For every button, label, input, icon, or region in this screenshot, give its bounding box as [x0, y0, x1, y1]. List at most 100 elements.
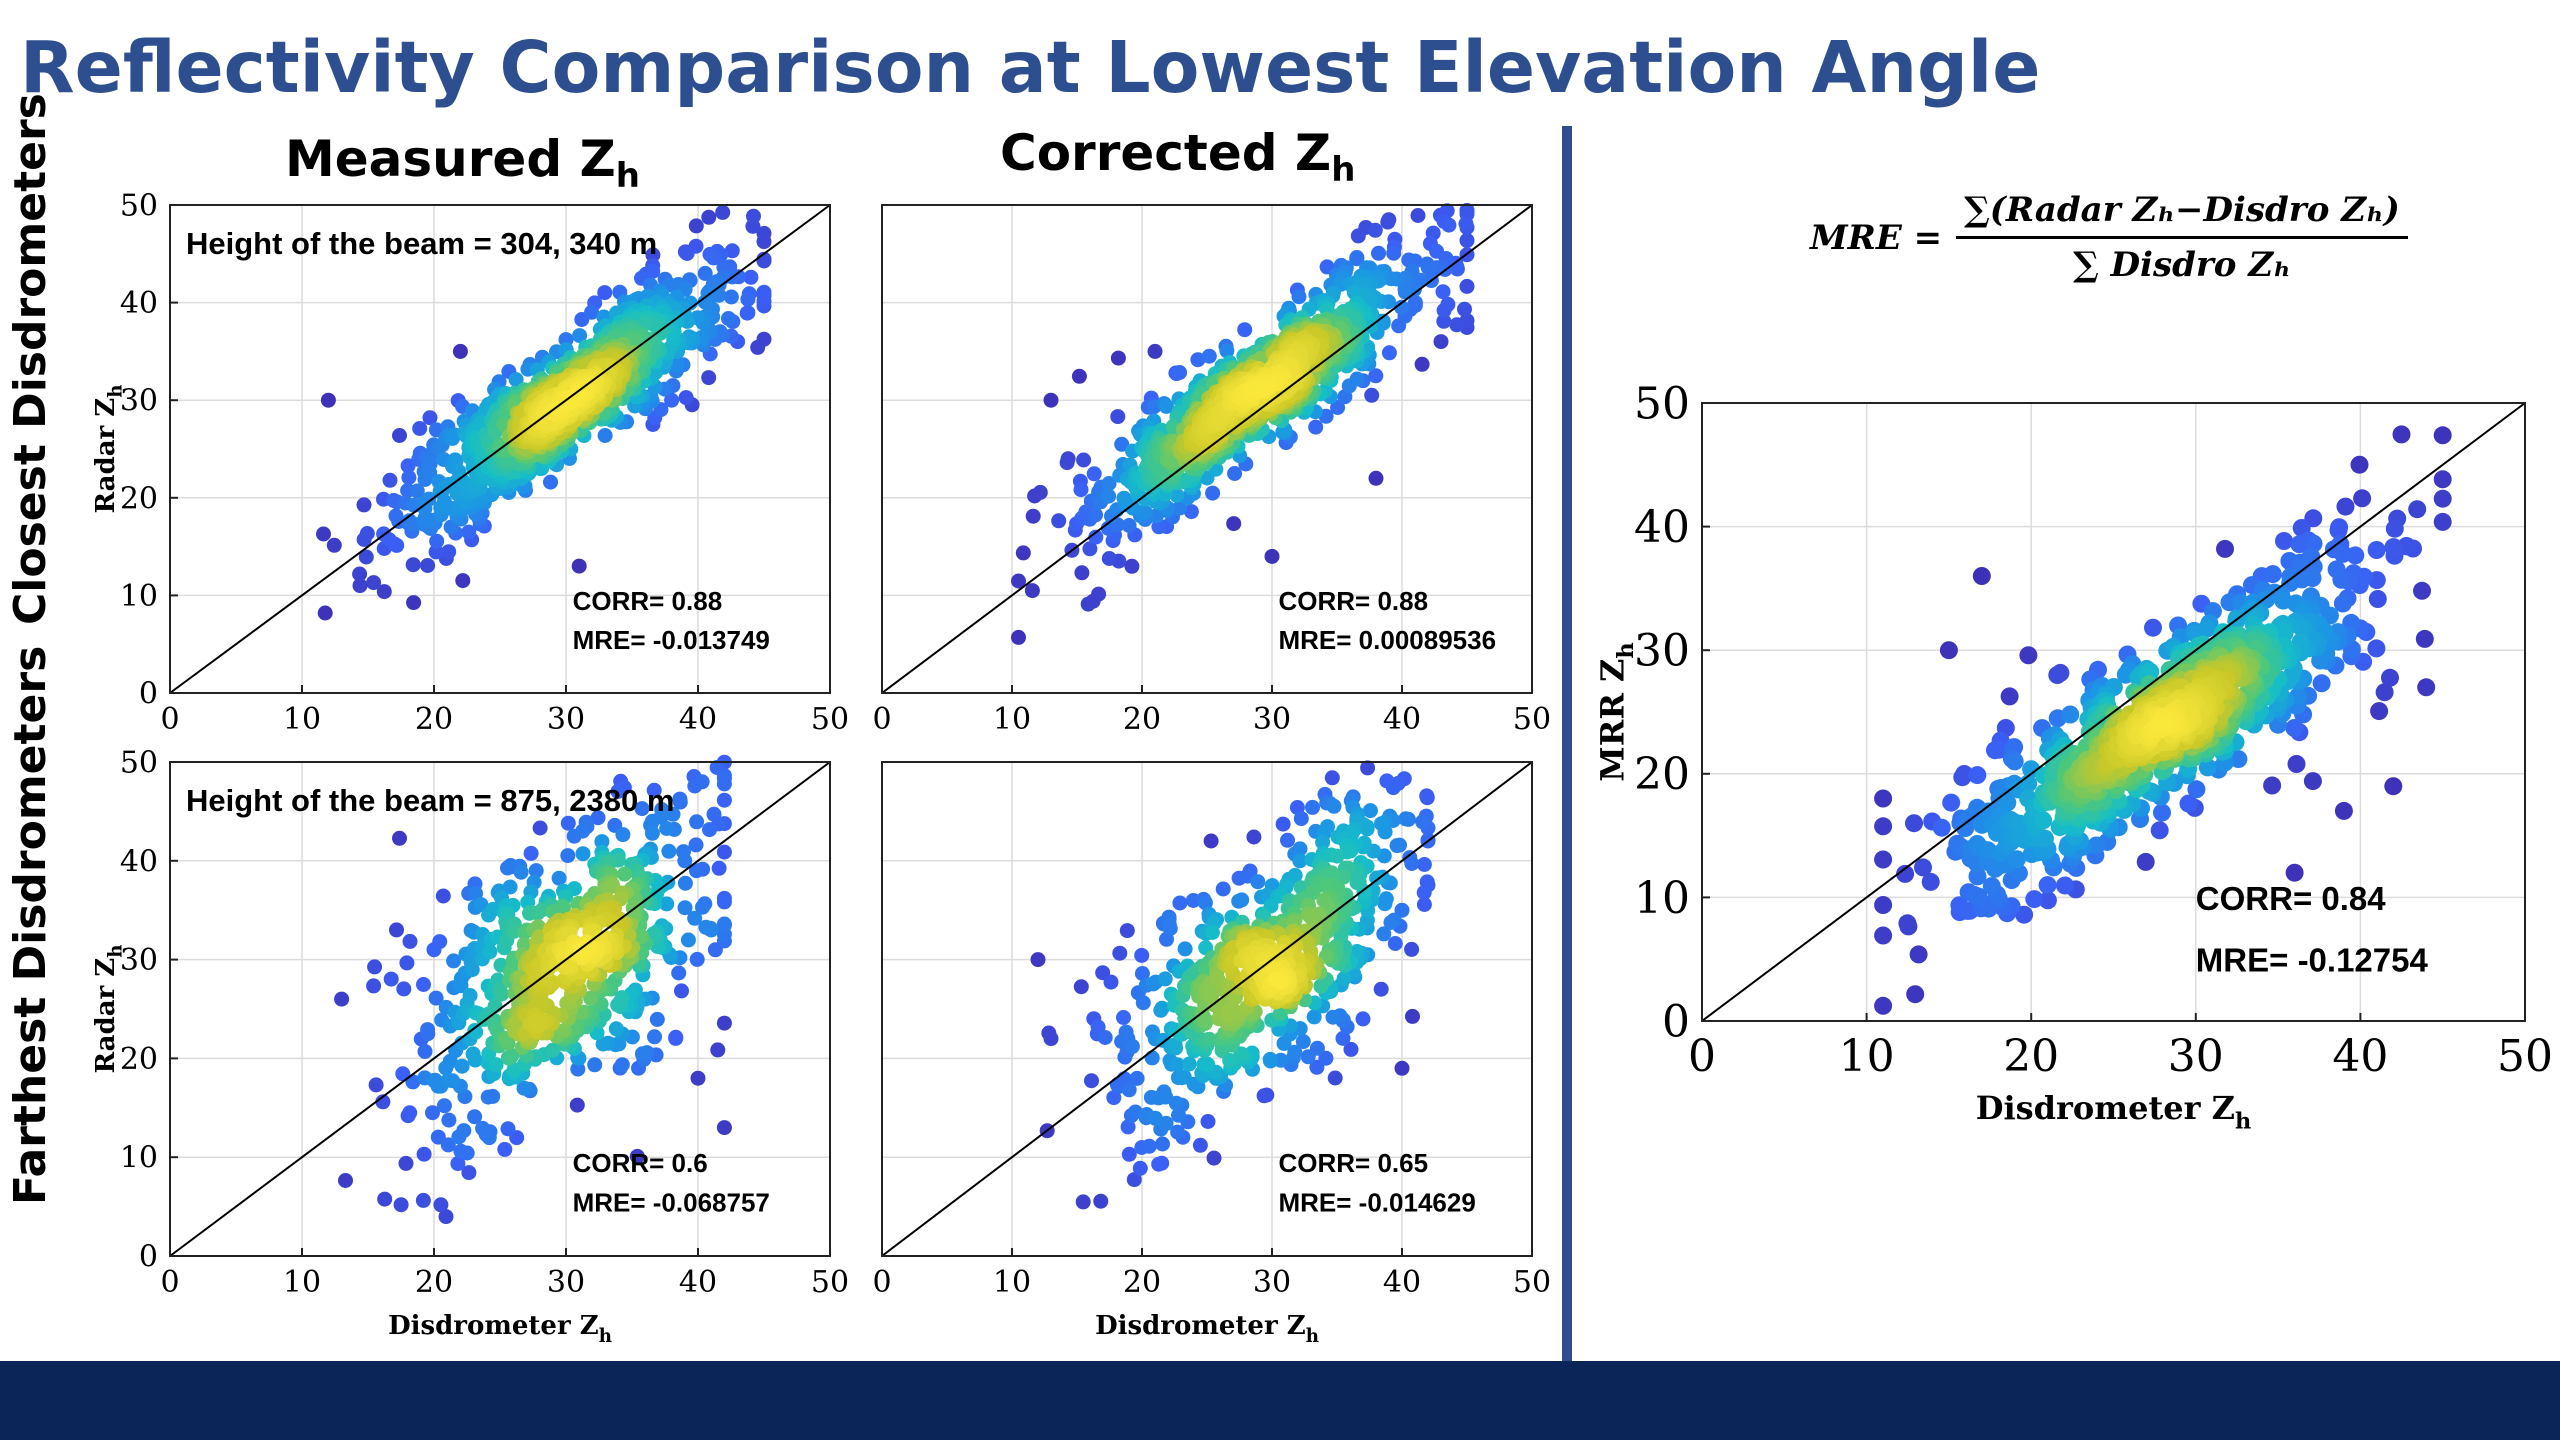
x-tick-label: 50 — [1513, 1265, 1551, 1300]
data-point — [716, 792, 732, 808]
data-point — [697, 265, 713, 281]
data-point — [1091, 586, 1107, 602]
data-point — [441, 1112, 457, 1128]
data-point — [1414, 356, 1430, 372]
data-point — [2381, 668, 2399, 687]
data-point — [1132, 1160, 1148, 1176]
data-point — [1367, 222, 1383, 238]
data-point — [1206, 1150, 1222, 1166]
data-point — [608, 1021, 624, 1037]
data-point — [1015, 545, 1031, 561]
data-point — [1215, 881, 1231, 897]
data-point — [1116, 1010, 1131, 1025]
data-point — [1330, 400, 1346, 415]
data-point — [389, 922, 404, 938]
data-point — [1200, 1114, 1216, 1129]
data-point — [2136, 852, 2155, 871]
data-point — [678, 390, 694, 406]
data-point — [664, 392, 680, 408]
data-point — [614, 1057, 630, 1073]
data-point — [1192, 1137, 1208, 1153]
data-point — [1262, 1051, 1278, 1067]
mre-formula: MRE = ∑(Radar Zₕ−Disdro Zₕ) ∑ Disdro Zₕ — [1810, 190, 2408, 285]
y-tick-label: 30 — [120, 384, 158, 419]
x-tick-label: 30 — [547, 1265, 585, 1300]
data-point — [1905, 814, 1923, 833]
data-point — [441, 544, 457, 560]
data-point — [1874, 817, 1893, 836]
data-point — [694, 774, 710, 790]
data-point — [706, 250, 722, 266]
data-point — [393, 1197, 409, 1213]
data-point — [689, 814, 705, 830]
slide-title: Reflectivity Comparison at Lowest Elevat… — [20, 26, 2041, 109]
data-point — [1373, 981, 1389, 997]
data-point — [1435, 284, 1451, 300]
data-point — [2417, 678, 2436, 697]
data-point — [1110, 350, 1126, 366]
data-point — [2025, 890, 2044, 909]
data-point — [356, 497, 372, 513]
data-point — [412, 421, 428, 436]
data-point — [428, 544, 444, 560]
data-point — [644, 825, 660, 841]
data-point — [721, 311, 736, 326]
data-point — [1169, 487, 1185, 503]
data-point — [2038, 876, 2057, 895]
data-point — [1151, 1156, 1167, 1172]
x-tick-label: 40 — [1383, 702, 1421, 737]
col-header-corrected-text: Corrected Z — [1000, 124, 1332, 182]
data-point — [1459, 278, 1475, 294]
data-point — [1141, 1138, 1157, 1154]
x-axis-label-sub: h — [2235, 1109, 2251, 1135]
data-point — [674, 983, 689, 999]
data-point — [2216, 539, 2234, 558]
data-point — [679, 246, 695, 261]
data-point — [2336, 497, 2355, 516]
data-point — [724, 243, 740, 259]
data-point — [1362, 803, 1378, 819]
data-point — [2327, 560, 2346, 579]
data-point — [716, 844, 732, 860]
data-point — [1898, 914, 1917, 933]
x-tick-label: 10 — [283, 1265, 321, 1300]
data-point — [1275, 816, 1291, 832]
data-point — [1201, 348, 1217, 364]
x-axis-label: Disdrometer Zh — [1976, 1089, 2252, 1135]
data-point — [1458, 216, 1474, 232]
data-point — [677, 875, 693, 891]
data-point — [2370, 702, 2389, 721]
data-point — [597, 428, 613, 443]
data-point — [1101, 488, 1117, 504]
data-point — [497, 1141, 513, 1157]
data-point — [2019, 646, 2038, 665]
corr-label: CORR= 0.65 — [1279, 1148, 1429, 1178]
footer-bar — [0, 1361, 2560, 1440]
data-point — [1124, 558, 1140, 574]
data-point — [2384, 538, 2403, 557]
data-point — [453, 1143, 469, 1159]
x-tick-label: 20 — [415, 702, 453, 737]
data-point — [416, 977, 431, 992]
data-point — [569, 1097, 585, 1113]
data-point — [689, 951, 705, 967]
data-point — [587, 1057, 603, 1073]
data-point — [1402, 850, 1418, 866]
data-point — [1377, 896, 1393, 912]
data-point — [715, 204, 731, 220]
data-point — [1268, 971, 1284, 987]
data-point — [2303, 772, 2322, 791]
data-point — [1368, 368, 1384, 384]
data-point — [560, 848, 576, 864]
y-tick-label: 0 — [139, 677, 158, 712]
data-point — [1389, 838, 1405, 854]
data-point — [334, 991, 350, 1007]
y-tick-label: 50 — [120, 189, 158, 224]
x-tick-label: 30 — [2168, 1031, 2224, 1082]
data-point — [1433, 334, 1449, 350]
data-point — [482, 944, 498, 960]
x-tick-label: 20 — [1123, 702, 1161, 737]
col-header-measured: Measured Zh — [285, 130, 640, 196]
data-point — [1355, 1011, 1371, 1027]
data-point — [494, 986, 510, 1002]
